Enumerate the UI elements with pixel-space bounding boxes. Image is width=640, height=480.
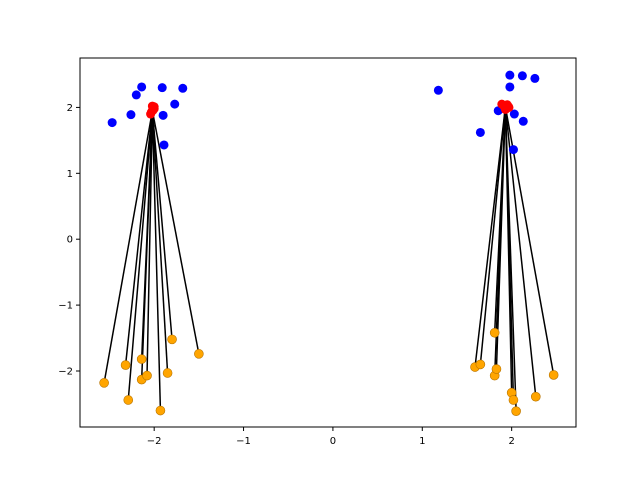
y-tick-label: −1 [58, 301, 73, 312]
x-tick-label: 1 [419, 436, 425, 447]
blue-point [137, 82, 147, 92]
connector-line [140, 110, 154, 380]
y-tick-label: 1 [67, 169, 73, 180]
orange-point [511, 406, 521, 416]
connector-lines [103, 106, 555, 412]
orange-point [136, 354, 147, 364]
connector-line [127, 110, 154, 401]
connector-line [124, 110, 154, 366]
orange-point [99, 378, 109, 388]
orange-point [491, 364, 502, 374]
blue-point [505, 70, 515, 80]
red-point [502, 100, 512, 110]
blue-point [107, 118, 117, 128]
orange-point [167, 334, 177, 345]
y-tick-label: 0 [67, 235, 73, 246]
orange-point [142, 370, 152, 381]
connector-line [474, 106, 507, 368]
data-points [99, 70, 559, 416]
orange-point [489, 327, 500, 338]
x-tick-label: 2 [508, 436, 514, 447]
x-tick-label: −1 [236, 436, 251, 447]
y-axis: −2 −1 0 1 2 [58, 103, 80, 377]
blue-point [126, 110, 136, 120]
orange-point [530, 391, 541, 402]
blue-point [178, 83, 188, 93]
blue-point [158, 110, 168, 120]
orange-point [475, 359, 486, 370]
orange-point [123, 395, 134, 405]
orange-point [162, 368, 173, 378]
orange-point [194, 349, 204, 359]
blue-point [508, 145, 518, 155]
connector-line [146, 110, 154, 376]
blue-point [131, 90, 141, 100]
orange-point [508, 395, 519, 405]
blue-point [433, 85, 443, 95]
blue-point [475, 127, 485, 137]
orange-point [548, 370, 559, 380]
connector-line [151, 110, 200, 354]
x-tick-label: −2 [147, 436, 162, 447]
red-point [149, 104, 159, 114]
connector-line [495, 106, 507, 370]
blue-point [530, 73, 540, 83]
orange-point [155, 405, 166, 416]
connector-line [504, 106, 537, 397]
connector-line [479, 106, 507, 365]
plot-area-frame [79, 57, 577, 428]
connector-line [504, 106, 517, 412]
connector-line [151, 110, 162, 411]
blue-point [517, 71, 527, 81]
blue-point [505, 82, 515, 92]
blue-point [157, 83, 167, 93]
connector-line [103, 110, 154, 383]
blue-point [509, 109, 519, 119]
connector-line [151, 110, 169, 374]
orange-point [120, 360, 131, 370]
blue-point [159, 140, 169, 150]
x-tick-label: 0 [330, 436, 336, 447]
y-tick-label: 2 [67, 103, 73, 114]
connector-line [151, 110, 173, 340]
x-axis: −2 −1 0 1 2 [147, 427, 515, 447]
y-tick-label: −2 [58, 366, 73, 377]
blue-point [518, 116, 528, 126]
blue-point [170, 99, 180, 109]
